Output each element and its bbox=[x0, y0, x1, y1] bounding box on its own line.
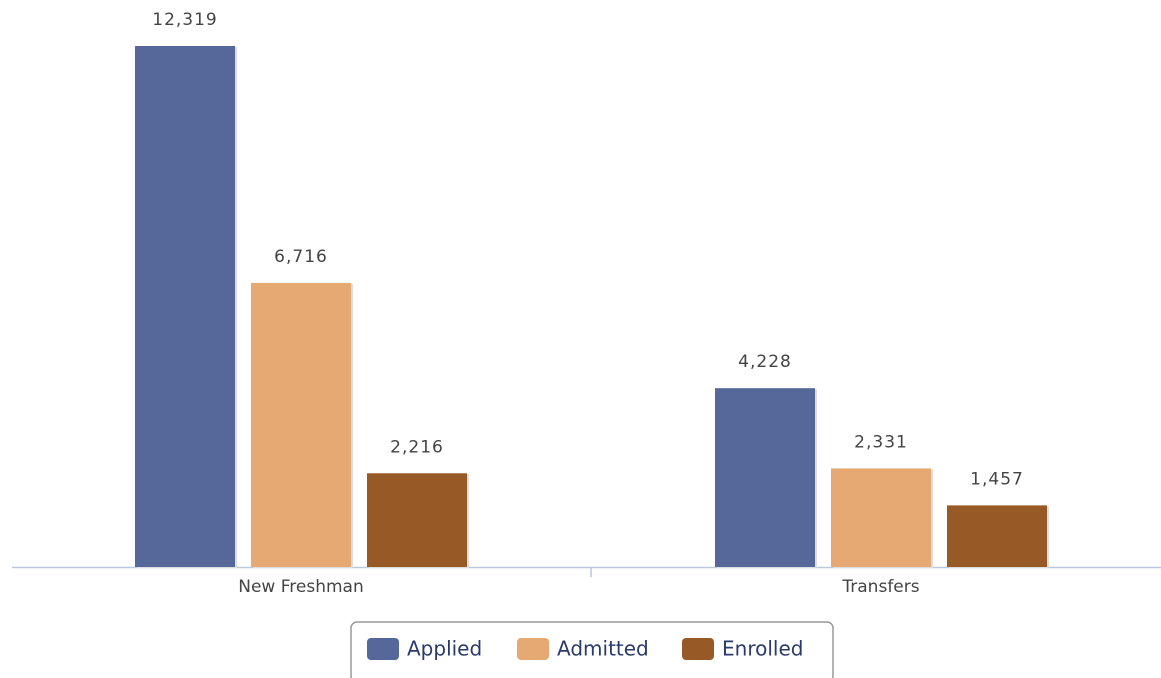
x-tick-label: Transfers bbox=[841, 577, 919, 597]
legend-label: Admitted bbox=[557, 637, 649, 661]
bar bbox=[251, 282, 351, 567]
bar bbox=[367, 473, 467, 567]
bar bbox=[135, 46, 235, 567]
value-label: 2,331 bbox=[854, 432, 908, 452]
legend-swatch bbox=[367, 638, 399, 660]
legend-label: Enrolled bbox=[722, 637, 803, 661]
value-label: 2,216 bbox=[390, 437, 444, 457]
bar bbox=[715, 388, 815, 567]
value-label: 1,457 bbox=[970, 469, 1024, 489]
value-label: 4,228 bbox=[738, 352, 792, 372]
legend-label: Applied bbox=[407, 637, 482, 661]
value-label: 6,716 bbox=[274, 247, 328, 267]
legend-swatch bbox=[682, 638, 714, 660]
legend-swatch bbox=[517, 638, 549, 660]
x-tick-label: New Freshman bbox=[238, 577, 363, 597]
legend-box bbox=[350, 621, 834, 678]
bar bbox=[947, 505, 1047, 567]
bar bbox=[831, 468, 931, 567]
value-label: 12,319 bbox=[152, 10, 217, 30]
